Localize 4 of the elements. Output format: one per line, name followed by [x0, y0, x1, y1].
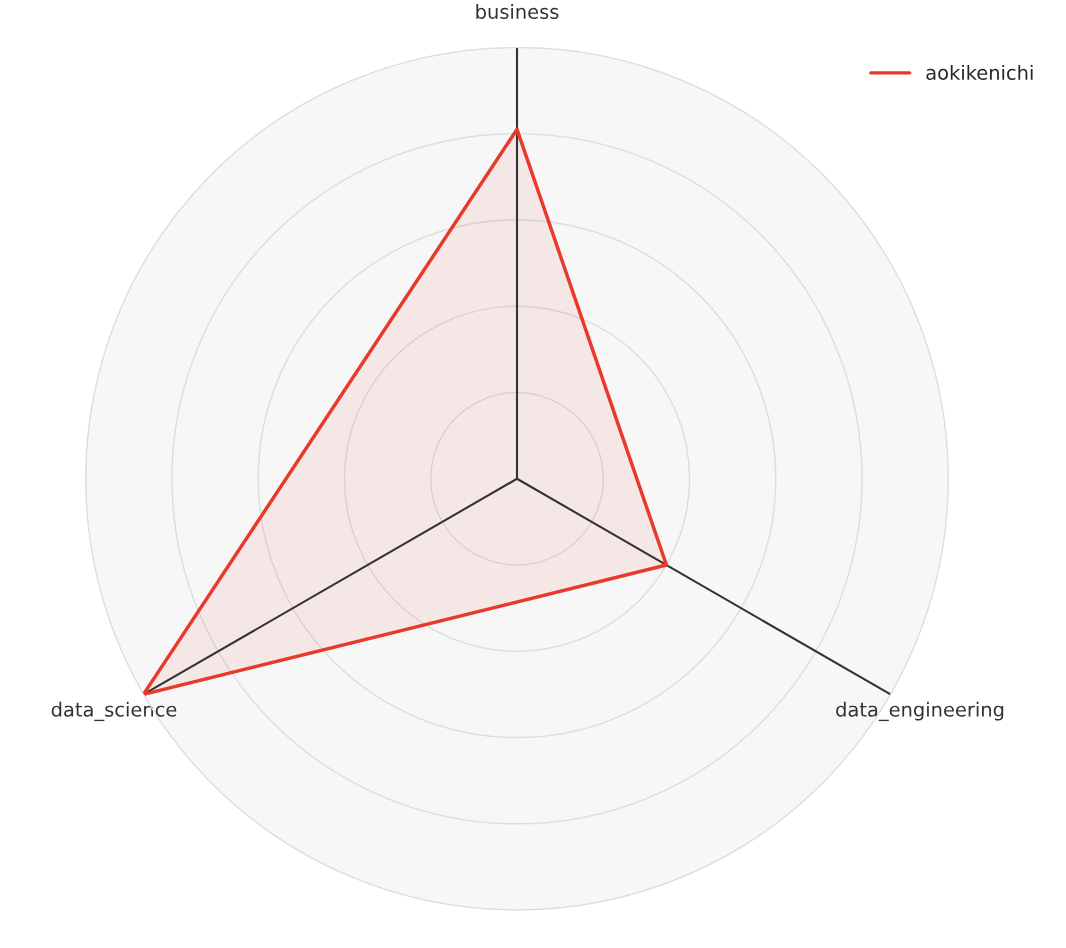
spoke-label: data_engineering	[836, 701, 1004, 722]
spoke-label: business	[476, 3, 559, 20]
legend-label: aokikenichi	[926, 64, 1033, 80]
spoke-label: data_science	[51, 701, 177, 722]
